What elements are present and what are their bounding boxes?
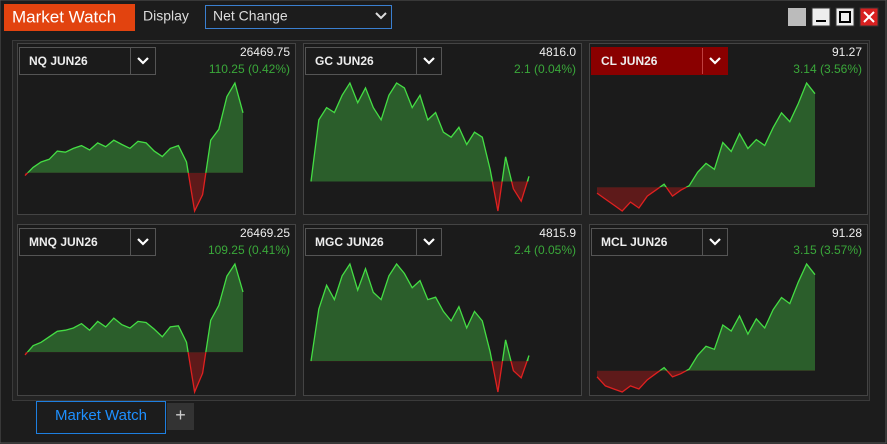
sparkline-area-down — [25, 172, 243, 211]
title-box — [4, 4, 135, 31]
sparkline-line-up — [658, 81, 816, 188]
sparkline-line-up — [310, 262, 530, 362]
dropdown-chevron — [423, 238, 435, 246]
add-tab-label: + — [175, 405, 186, 425]
sparkline-area-up — [311, 83, 529, 182]
sparkline-line-down — [596, 187, 688, 212]
dropdown-chevron — [709, 238, 721, 246]
sparkline-line-up — [658, 262, 816, 371]
sparkline-area-up — [311, 264, 529, 362]
symbol-dropdown[interactable] — [591, 228, 728, 256]
net-change: 2.1 (0.04%) — [514, 62, 576, 76]
symbol-dropdown[interactable] — [19, 47, 156, 75]
close-icon — [863, 11, 875, 23]
dropdown-chevron — [375, 12, 387, 20]
symbol-dropdown[interactable] — [19, 228, 156, 256]
price: 4815.9 — [539, 226, 576, 240]
net-change: 110.25 (0.42%) — [209, 62, 290, 76]
dropdown-chevron — [137, 238, 149, 246]
symbol-dropdown[interactable] — [305, 47, 442, 75]
sparkline-line-up — [310, 81, 530, 182]
sparkline-line-up — [26, 262, 244, 353]
dropdown-chevron — [709, 57, 721, 65]
sparkline-line-down — [310, 361, 528, 393]
display-value: Net Change — [213, 8, 288, 24]
window-button-maximize[interactable] — [835, 7, 855, 27]
maximize-icon — [839, 11, 851, 23]
dropdown-chevron — [423, 57, 435, 65]
sparkline-line-down — [310, 181, 529, 212]
price: 26469.75 — [240, 45, 290, 59]
symbol-dropdown[interactable] — [591, 47, 728, 75]
display-dropdown[interactable] — [205, 5, 392, 29]
net-change: 3.15 (3.57%) — [793, 243, 862, 257]
add-tab-button[interactable] — [167, 403, 194, 430]
sparkline-area-up — [27, 264, 243, 353]
symbol-label: GC JUN26 — [315, 54, 374, 68]
sparkline-area-up — [659, 83, 815, 188]
price: 4816.0 — [539, 45, 576, 59]
sparkline-line-down — [596, 370, 688, 393]
sparkline-area-up — [659, 264, 815, 371]
price: 91.28 — [832, 226, 862, 240]
tab[interactable] — [36, 401, 166, 434]
tab-label: Market Watch — [55, 407, 147, 424]
sparkline-area-down — [25, 352, 243, 392]
sparkline-area-up — [27, 83, 243, 173]
window-button-restore[interactable] — [788, 8, 806, 26]
net-change: 2.4 (0.05%) — [514, 243, 576, 257]
symbol-label: MCL JUN26 — [601, 235, 668, 249]
sparkline-line-up — [26, 81, 244, 173]
symbol-label: CL JUN26 — [601, 54, 658, 68]
price: 91.27 — [832, 45, 862, 59]
display-label: Display — [143, 8, 189, 24]
window-title: Market Watch — [12, 7, 116, 26]
price: 26469.25 — [240, 226, 290, 240]
window-button-minimize[interactable] — [811, 7, 831, 27]
symbol-dropdown[interactable] — [305, 228, 442, 256]
symbol-label: NQ JUN26 — [29, 54, 88, 68]
net-change: 3.14 (3.56%) — [793, 62, 862, 76]
dropdown-chevron — [137, 57, 149, 65]
symbol-label: MGC JUN26 — [315, 235, 384, 249]
net-change: 109.25 (0.41%) — [208, 243, 290, 257]
symbol-label: MNQ JUN26 — [29, 235, 98, 249]
